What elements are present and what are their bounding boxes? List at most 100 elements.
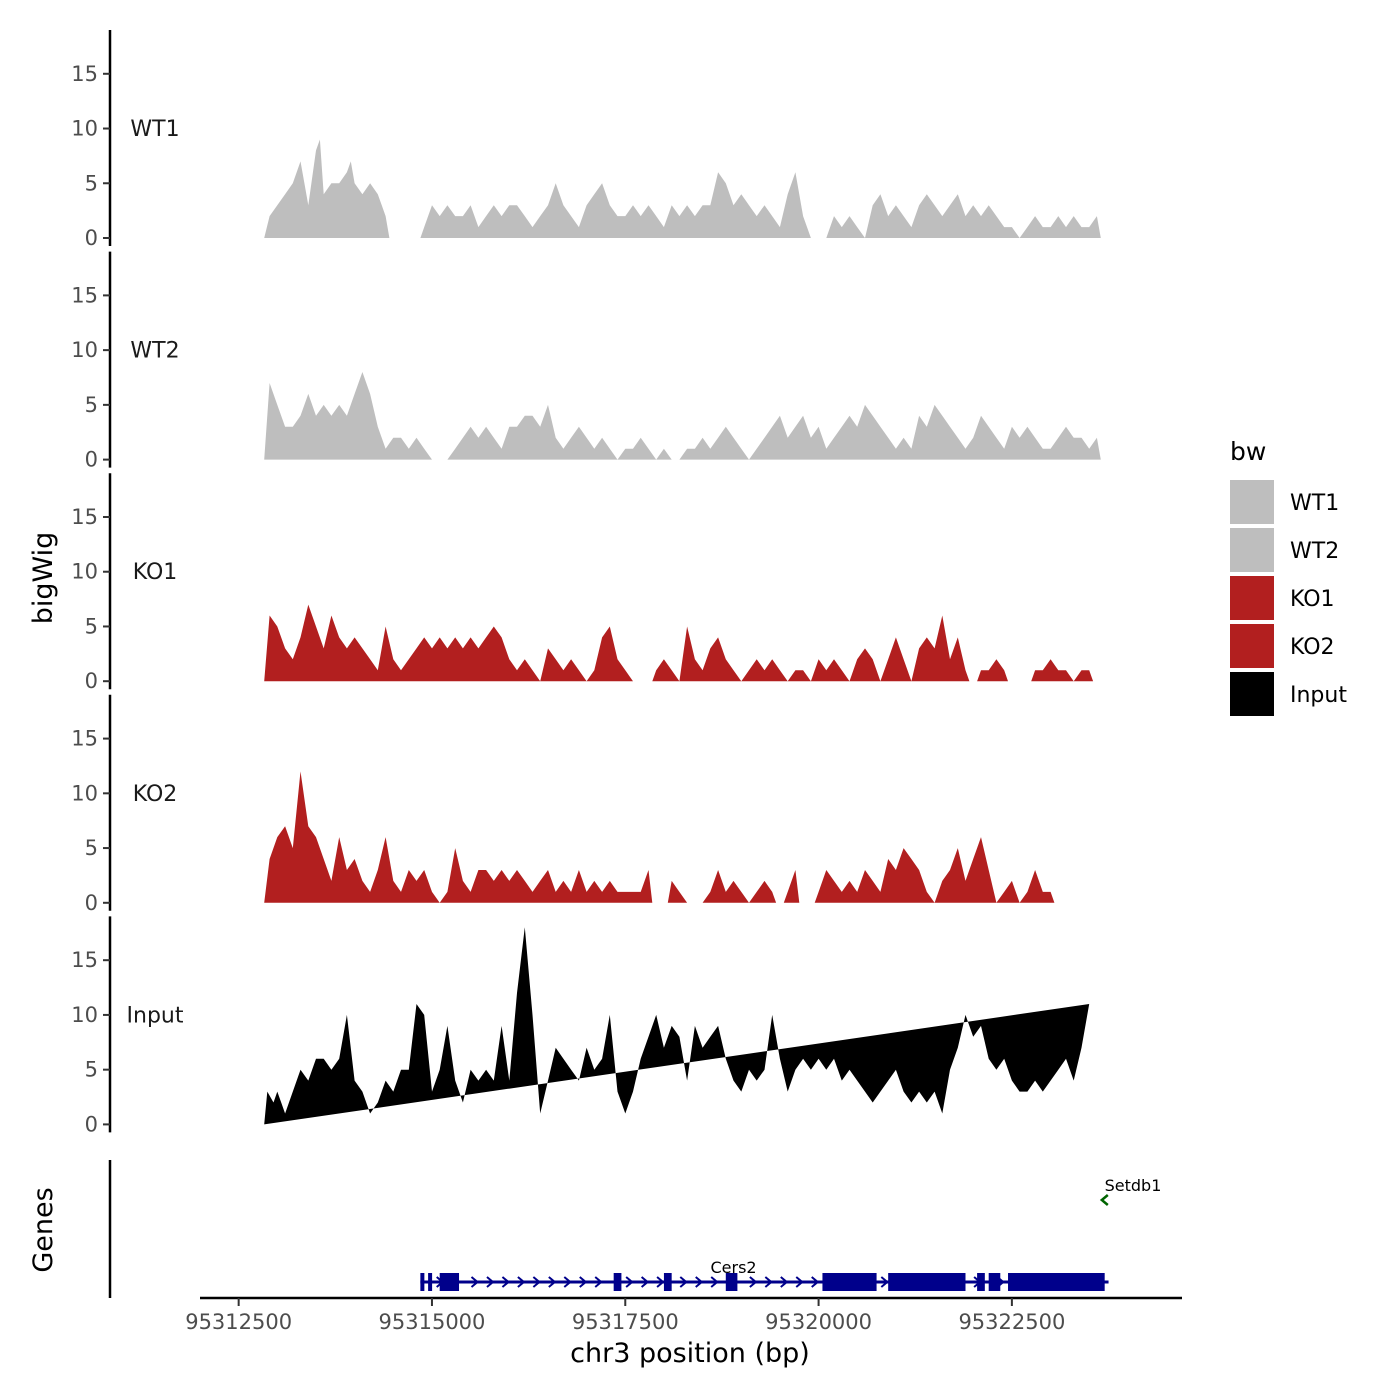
strand-arrow [656,1276,665,1288]
track-label-input: Input [127,1003,184,1028]
exon [420,1273,425,1291]
coverage-area-ko1 [652,615,970,682]
coverage-area-ko2 [667,880,691,903]
coverage-area-ko1 [264,604,637,682]
exon [613,1273,622,1291]
strand-arrow [579,1276,588,1288]
x-axis-title: chr3 position (bp) [570,1338,810,1369]
strand-arrow [436,1276,445,1288]
legend-label-ko2: KO2 [1290,635,1335,660]
coverage-area-ko2 [783,870,800,903]
track-label-wt1: WT1 [130,117,179,142]
track-panel-wt2: 0 5 10 15 WT2 [71,251,1101,472]
coverage-area-ko2 [702,870,777,903]
strand-arrow [548,1276,557,1288]
strand-arrow [563,1276,572,1288]
strand-arrow [764,1276,773,1288]
y-tick-label: 0 [85,1112,98,1136]
genes-panel: Cers2 Setdb1 [108,1160,1161,1298]
exon [663,1273,672,1291]
gene-setdb1: Setdb1 [1099,1176,1161,1206]
y-tick-label: 10 [71,338,98,362]
y-tick-label: 0 [85,448,98,472]
y-tick-label: 0 [85,891,98,915]
coverage-area-input [264,927,1090,1125]
coverage-area-wt1 [264,139,390,238]
y-tick-label: 5 [85,614,98,638]
y-tick-label: 10 [71,117,98,141]
legend-label-wt1: WT1 [1290,491,1339,516]
y-tick-label: 10 [71,781,98,805]
strand-arrow [679,1276,688,1288]
coverage-area-ko2 [264,771,653,903]
y-tick-label: 0 [85,669,98,693]
gene-label-cers2: Cers2 [710,1258,756,1277]
track-panel-ko2: 0 5 10 15 KO2 [71,694,1055,915]
strand-arrow [749,1276,758,1288]
coverage-area-ko1 [1031,659,1094,682]
x-tick-label: 95320000 [765,1310,872,1334]
y-tick-label: 5 [85,1058,98,1082]
track-panel-wt1: 0 5 10 15 WT1 [71,30,1101,250]
x-tick-label: 95315000 [379,1310,486,1334]
strand-arrow [973,1276,982,1288]
legend-label-ko1: KO1 [1290,587,1335,612]
legend: bw WT1 WT2 KO1 KO2 Input [1230,437,1347,716]
strand-arrow [532,1276,541,1288]
legend-title: bw [1230,437,1266,466]
genes-axis-title: Genes [28,1187,59,1272]
strand-arrow [486,1276,495,1288]
x-tick-label: 95312500 [185,1310,292,1334]
y-tick-label: 5 [85,171,98,195]
y-tick-label: 15 [71,62,98,86]
exon [439,1273,460,1291]
exon [888,1273,966,1291]
x-axis: 95312500 95315000 95317500 95320000 95322500 [185,1296,1182,1334]
exon [428,1273,433,1291]
strand-arrow [996,1276,1005,1288]
track-panels: 0 5 10 15 WT1 0 5 10 15 WT2 0 5 10 15 KO1 0 5 10 15 KO2 0 5 10… [71,30,1101,1136]
legend-swatch-ko2 [1230,624,1274,668]
strand-arrow [470,1276,480,1288]
exon [725,1273,738,1291]
y-tick-label: 5 [85,836,98,860]
strand-arrow [517,1276,526,1288]
y-tick-label: 10 [71,560,98,584]
y-tick-label: 15 [71,283,98,307]
y-tick-label: 5 [85,393,98,417]
strand-arrow [640,1276,650,1288]
y-tick-label: 0 [85,226,98,250]
y-tick-label: 15 [71,948,98,972]
x-tick-label: 95322500 [958,1310,1065,1334]
strand-arrow [625,1276,634,1288]
legend-label-input: Input [1290,683,1347,708]
track-label-ko1: KO1 [133,560,178,585]
legend-swatch-input [1230,672,1274,716]
track-panel-ko1: 0 5 10 15 KO1 [71,473,1094,693]
legend-swatch-ko1 [1230,576,1274,620]
y-axis-title: bigWig [28,532,59,625]
strand-arrow [594,1276,603,1288]
track-label-wt2: WT2 [130,339,179,364]
legend-label-wt2: WT2 [1290,539,1339,564]
track-panel-input: 0 5 10 15 Input [71,916,1090,1136]
legend-swatch-wt1 [1230,480,1274,524]
exon [1008,1273,1105,1291]
track-label-ko2: KO2 [133,782,178,807]
strand-arrow [811,1276,820,1288]
coverage-area-wt1 [420,172,811,238]
y-tick-label: 15 [71,505,98,529]
coverage-area-wt1 [826,194,1101,238]
y-tick-label: 15 [71,727,98,751]
exon [822,1273,877,1291]
strand-arrow [780,1276,789,1288]
strand-arrow [880,1276,889,1288]
strand-arrow [1099,1194,1109,1206]
gene-cers2: Cers2 [420,1258,1109,1291]
strand-arrow [501,1276,510,1288]
coverage-area-ko1 [977,659,1008,682]
y-tick-label: 10 [71,1003,98,1027]
x-tick-label: 95317500 [572,1310,679,1334]
strand-arrow [710,1276,719,1288]
